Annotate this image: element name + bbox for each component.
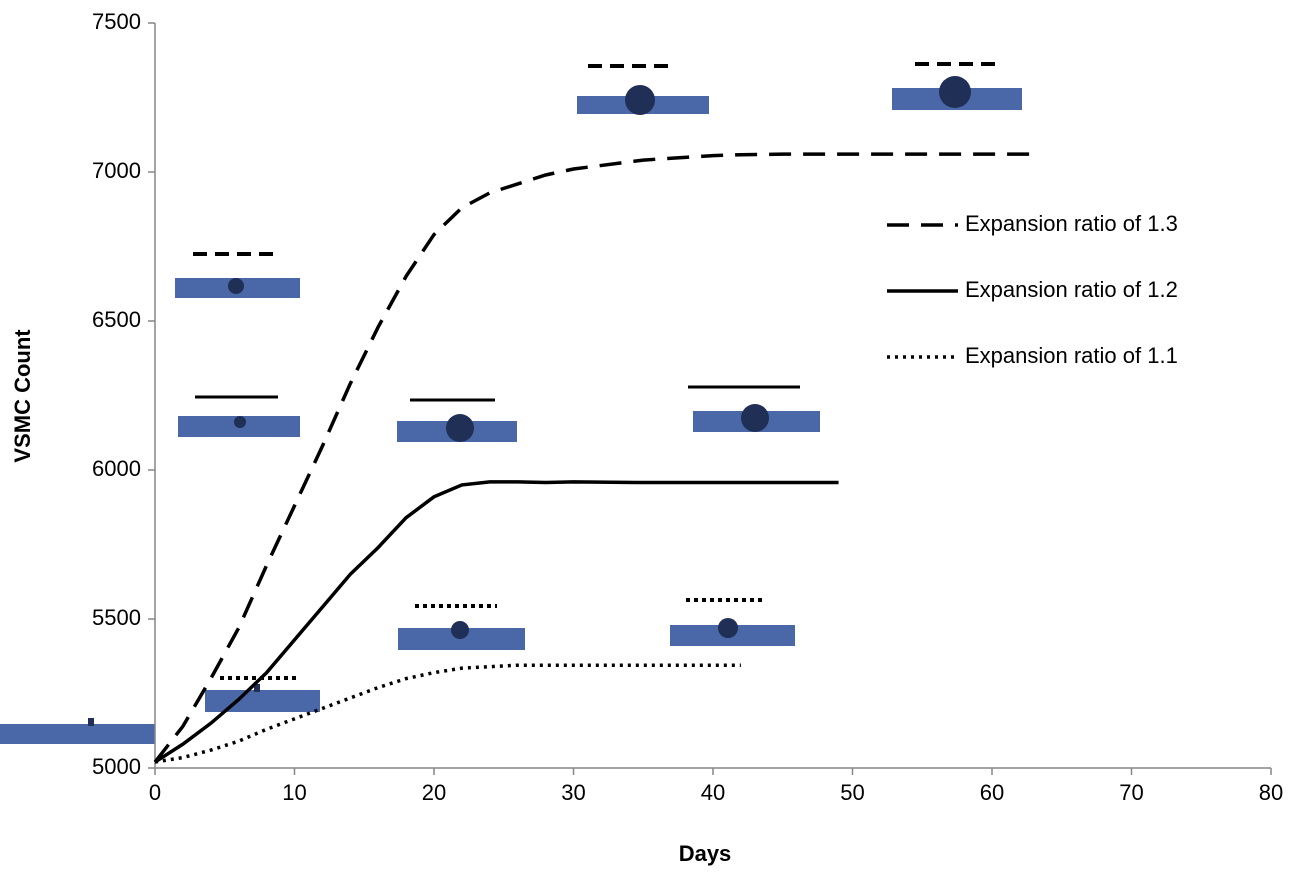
- series-line: [155, 154, 1034, 762]
- x-tick-label: 20: [422, 780, 446, 805]
- legend-label: Expansion ratio of 1.1: [965, 343, 1178, 368]
- y-tick-label: 5000: [92, 754, 141, 779]
- x-tick-label: 0: [149, 780, 161, 805]
- y-tick-label: 6000: [92, 456, 141, 481]
- x-tick-label: 30: [561, 780, 585, 805]
- x-tick-label: 50: [840, 780, 864, 805]
- legend-label: Expansion ratio of 1.2: [965, 277, 1178, 302]
- x-tick-label: 70: [1119, 780, 1143, 805]
- x-tick-label: 10: [282, 780, 306, 805]
- x-axis-title: Days: [679, 841, 732, 866]
- x-tick-label: 80: [1259, 780, 1283, 805]
- y-tick-label: 5500: [92, 605, 141, 630]
- y-tick-label: 7000: [92, 158, 141, 183]
- chart: Days VSMC Count 5000 5500 6000 6500 7000 7500…: [0, 0, 1301, 875]
- x-tick-label: 60: [980, 780, 1004, 805]
- series-line: [155, 482, 839, 762]
- series-line: [155, 665, 741, 762]
- vessel-icons: [0, 64, 1022, 744]
- y-tick-label: 6500: [92, 307, 141, 332]
- legend-label: Expansion ratio of 1.3: [965, 211, 1178, 236]
- y-axis-title: VSMC Count: [10, 329, 35, 463]
- x-tick-label: 40: [701, 780, 725, 805]
- y-tick-label: 7500: [92, 9, 141, 34]
